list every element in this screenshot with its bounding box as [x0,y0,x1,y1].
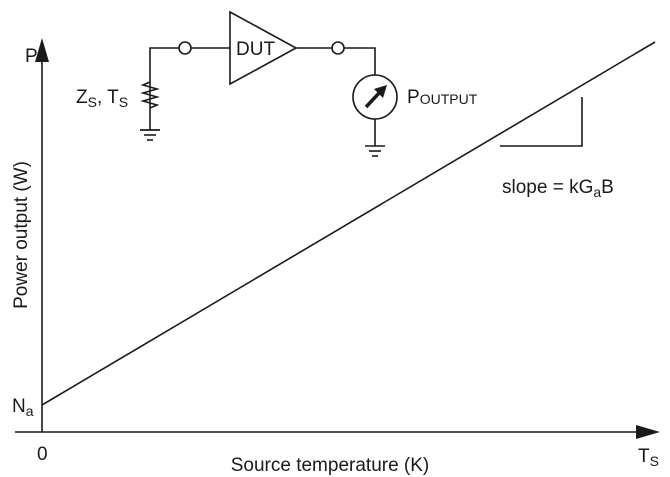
slope-end: B [601,177,614,198]
slope-triangle [500,97,583,147]
resistor [140,47,179,130]
amplifier [229,10,298,86]
dut-label: DUT [236,39,275,60]
p: P [407,87,420,108]
intercept-main: N [12,396,26,417]
origin: 0 [37,444,48,465]
intercept: Na [12,396,34,419]
x-label: Source temperature (K) [231,455,430,476]
slope-sub: a [593,184,601,200]
wire [344,47,376,75]
p-sub: OUTPUT [420,91,478,107]
y-label: Power output (W) [11,161,32,309]
x-letter-main: T [638,446,650,467]
meter-label: POUTPUT [407,87,478,108]
terminal [178,41,192,55]
t: , T [97,87,119,108]
source-label: ZS, TS [76,87,128,110]
x-arrow [636,425,660,439]
power-line [41,41,656,406]
meter-needle [364,89,383,109]
y-arrow [35,38,49,62]
z-sub: S [88,94,97,110]
meter-arrow [374,85,387,98]
x-letter: TS [638,446,659,469]
y-letter: P [25,46,38,67]
intercept-sub: a [26,403,34,419]
t-sub: S [119,94,128,110]
slope-main: slope = kG [502,177,593,198]
z: Z [76,87,88,108]
terminal [331,41,345,55]
slope-label: slope = kGaB [502,177,614,200]
x-letter-sub: S [650,453,659,469]
